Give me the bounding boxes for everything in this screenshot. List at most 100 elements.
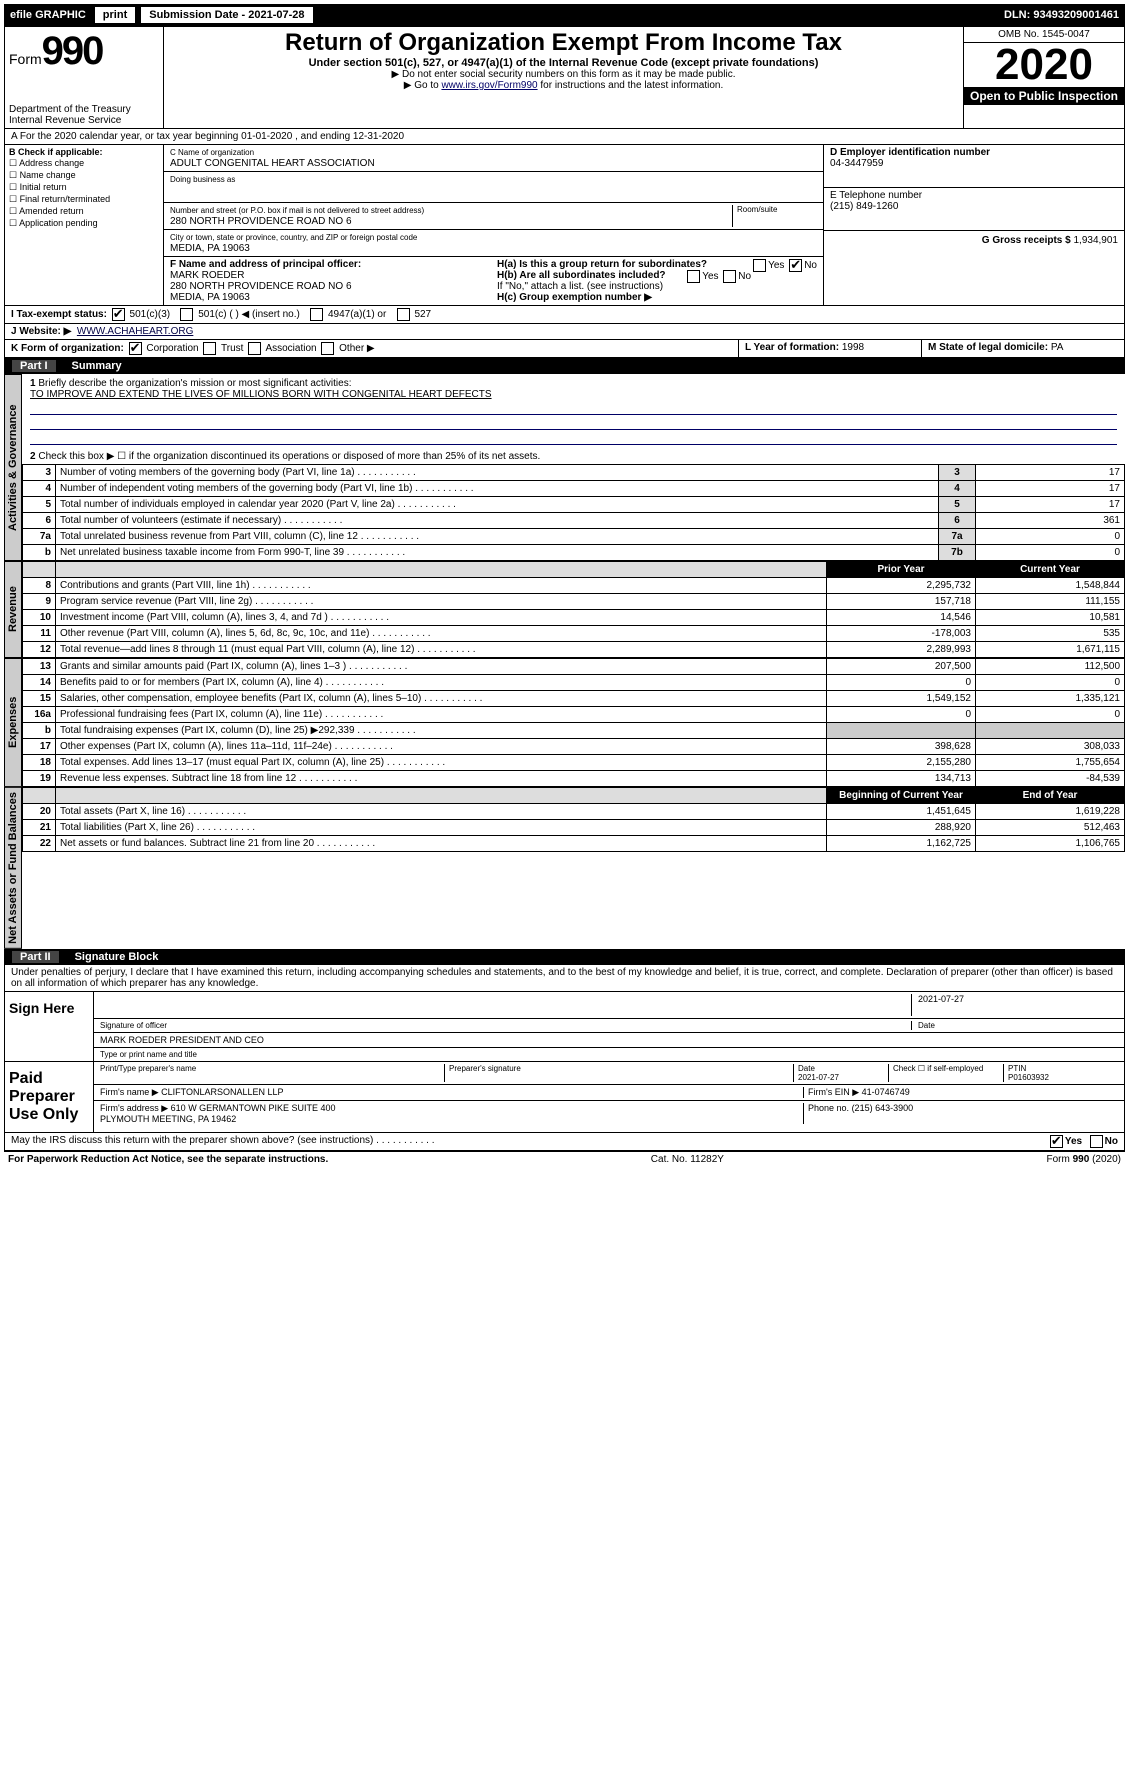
ha-label: H(a) Is this a group return for subordin… [497,259,707,270]
form-header: Form990 Department of the Treasury Inter… [4,26,1125,129]
irs-link[interactable]: www.irs.gov/Form990 [441,80,537,91]
form-number: 990 [42,29,103,73]
phone-row: E Telephone number (215) 849-1260 [824,188,1124,231]
chk-address[interactable]: ☐ Address change [9,158,159,169]
gross-value: 1,934,901 [1074,235,1119,246]
chk-trust[interactable] [203,342,216,355]
chk-name[interactable]: ☐ Name change [9,170,159,181]
header-grid: B Check if applicable: ☐ Address change … [4,145,1125,306]
chk-initial[interactable]: ☐ Initial return [9,182,159,193]
firm-lbl: Firm's name ▶ [100,1087,159,1097]
mission-blank [30,430,1117,445]
vtab-gov: Activities & Governance [4,374,22,561]
yes-lbl: Yes [768,260,784,271]
open-inspection: Open to Public Inspection [964,87,1124,105]
title-box: Return of Organization Exempt From Incom… [164,27,963,128]
phone-value: (215) 849-1260 [830,201,898,212]
tax-year: 2020 [964,43,1124,87]
chk-pending-lbl: Application pending [19,218,98,228]
opt-501c3: 501(c)(3) [130,309,171,320]
prep-date: 2021-07-27 [798,1073,839,1082]
l-value: 1998 [842,342,864,353]
vtab-net: Net Assets or Fund Balances [4,787,22,949]
chk-assoc[interactable] [248,342,261,355]
opt-501c: 501(c) ( ) ◀ (insert no.) [198,309,300,320]
chk-other[interactable] [321,342,334,355]
c-label: C Name of organization [170,148,254,157]
h5: PTIN [1008,1064,1026,1073]
addr-row: Number and street (or P.O. box if mail i… [164,203,823,230]
l2-text: Check this box ▶ ☐ if the organization d… [38,451,540,462]
l-label: L Year of formation: [745,342,839,353]
hb-note: If "No," attach a list. (see instruction… [497,281,817,292]
chk-final-lbl: Final return/terminated [20,194,111,204]
city-row: City or town, state or province, country… [164,230,823,257]
k-label: K Form of organization: [11,343,124,354]
d-label: D Employer identification number [830,147,990,158]
firm-ein: 41-0746749 [862,1087,910,1097]
chk-amended-lbl: Amended return [19,206,84,216]
discuss-text: May the IRS discuss this return with the… [11,1135,1048,1148]
row-a: A For the 2020 calendar year, or tax yea… [4,129,1125,145]
part1-title: Summary [72,360,122,372]
dept-label: Department of the Treasury Internal Reve… [9,104,159,126]
f-h-row: F Name and address of principal officer:… [164,257,823,305]
cat-no: Cat. No. 11282Y [651,1154,724,1165]
chk-amended[interactable]: ☐ Amended return [9,206,159,217]
l1-text: Briefly describe the organization's miss… [38,378,351,389]
i-label: I Tax-exempt status: [11,309,107,320]
line2: 2 Check this box ▶ ☐ if the organization… [22,449,1125,464]
ha-yes[interactable] [753,259,766,272]
efile-label: efile GRAPHIC [4,9,92,21]
discuss-row: May the IRS discuss this return with the… [4,1133,1125,1151]
officer-name: MARK ROEDER PRESIDENT AND CEO [100,1035,1118,1045]
submission-date-button[interactable]: Submission Date - 2021-07-28 [140,6,313,24]
dba-row: Doing business as [164,172,823,203]
room-label: Room/suite [732,205,817,227]
perjury-text: Under penalties of perjury, I declare th… [4,965,1125,992]
chk-corp[interactable] [129,342,142,355]
box-c: C Name of organization ADULT CONGENITAL … [164,145,823,305]
box-b: B Check if applicable: ☐ Address change … [5,145,164,305]
subtitle-3: ▶ Go to www.irs.gov/Form990 for instruct… [170,80,957,91]
chk-final[interactable]: ☐ Final return/terminated [9,194,159,205]
sign-date: 2021-07-27 [911,994,1118,1016]
opt-4947: 4947(a)(1) or [328,309,386,320]
date-lbl: Date [911,1021,1118,1030]
form-number-box: Form990 Department of the Treasury Inter… [5,27,164,128]
hb-yes[interactable] [687,270,700,283]
opt-other: Other ▶ [339,343,374,354]
chk-4947[interactable] [310,308,323,321]
h3: Date [798,1064,815,1073]
row-i: I Tax-exempt status: 501(c)(3) 501(c) ( … [4,306,1125,324]
ptin: P01603932 [1008,1073,1049,1082]
mission-blank [30,400,1117,415]
addr-label: Number and street (or P.O. box if mail i… [170,206,424,215]
chk-501c3[interactable] [112,308,125,321]
city-value: MEDIA, PA 19063 [170,243,250,254]
box-b-title: B Check if applicable: [9,147,103,157]
hb-no[interactable] [723,270,736,283]
g-label: G Gross receipts $ [982,235,1071,246]
h4: Check ☐ if self-employed [888,1064,1003,1082]
mission-blank [30,415,1117,430]
gross-row: G Gross receipts $ 1,934,901 [824,231,1124,250]
discuss-yes[interactable] [1050,1135,1063,1148]
hb-label: H(b) Are all subordinates included? [497,270,666,281]
vtab-rev: Revenue [4,561,22,658]
chk-501c[interactable] [180,308,193,321]
print-button[interactable]: print [94,6,136,24]
year-box: OMB No. 1545-0047 2020 Open to Public In… [963,27,1124,128]
discuss-no[interactable] [1090,1135,1103,1148]
subtitle-2: ▶ Do not enter social security numbers o… [170,69,957,80]
f-addr: 280 NORTH PROVIDENCE ROAD NO 6 MEDIA, PA… [170,281,352,303]
website-link[interactable]: WWW.ACHAHEART.ORG [77,326,193,337]
chk-527[interactable] [397,308,410,321]
sign-here-block: Sign Here 2021-07-27 Signature of office… [4,992,1125,1062]
exp-section: Expenses 13Grants and similar amounts pa… [4,658,1125,787]
d-yes: Yes [1065,1136,1082,1147]
gov-table: 3Number of voting members of the governi… [22,464,1125,561]
chk-pending[interactable]: ☐ Application pending [9,218,159,229]
ha-no[interactable] [789,259,802,272]
no-lbl2: No [738,271,751,282]
